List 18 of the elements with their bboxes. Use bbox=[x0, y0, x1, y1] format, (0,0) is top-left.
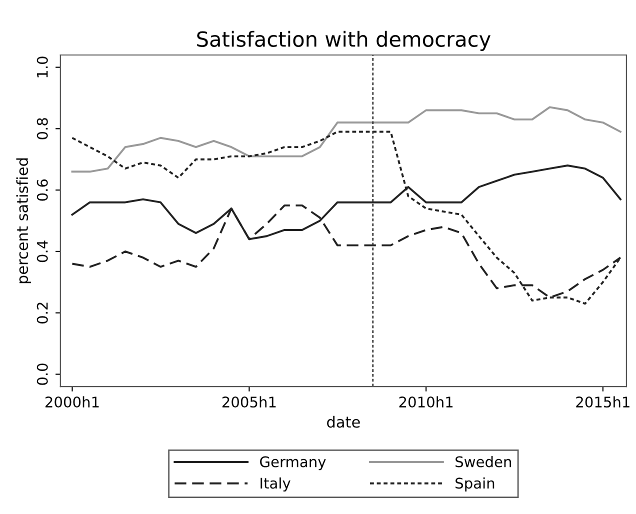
x-tick-label: 2005h1 bbox=[222, 396, 276, 408]
y-tick-label: 0.6 bbox=[36, 179, 48, 201]
y-axis-title: percent satisfied bbox=[16, 158, 32, 284]
chart-title: Satisfaction with democracy bbox=[197, 30, 490, 51]
legend-label: Italy bbox=[260, 477, 290, 492]
legend-label: Spain bbox=[456, 477, 494, 492]
legend-label: Germany bbox=[260, 456, 326, 470]
y-tick-label: 0.0 bbox=[36, 364, 48, 385]
x-tick-label: 2015h1 bbox=[576, 396, 630, 408]
line-series bbox=[71, 106, 622, 173]
y-tick-label: 0.4 bbox=[36, 240, 48, 262]
y-tick-label: 0.8 bbox=[36, 118, 48, 140]
y-tick-label: 0.2 bbox=[36, 302, 48, 324]
x-tick-label: 2000h1 bbox=[45, 396, 99, 408]
x-axis-title: date bbox=[327, 416, 360, 428]
legend-label: Sweden bbox=[456, 456, 511, 468]
x-tick-label: 2010h1 bbox=[399, 396, 453, 408]
y-tick-label: 1.0 bbox=[36, 56, 48, 78]
